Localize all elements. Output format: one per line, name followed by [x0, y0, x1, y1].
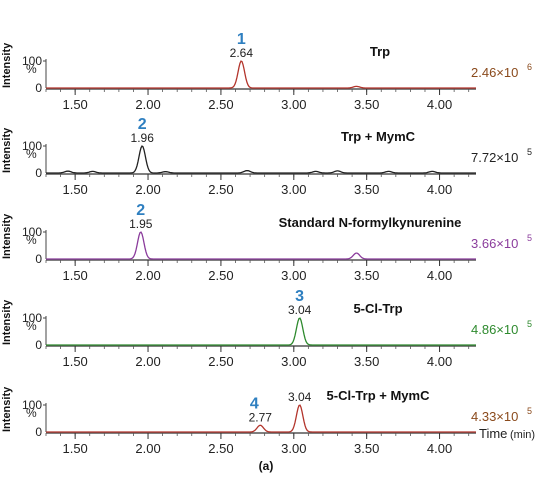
peak-time-label: 3.04 [288, 390, 312, 404]
y-axis-label: Intensity [1, 213, 13, 259]
y-tick-label: 0 [35, 81, 42, 95]
chromatogram-trace [46, 317, 476, 346]
x-tick-label: 2.50 [208, 354, 233, 369]
scale-exponent: 5 [527, 233, 532, 243]
x-tick-label: 2.00 [135, 354, 160, 369]
peak-number: 1 [237, 31, 246, 48]
x-tick-label: 2.50 [208, 182, 233, 197]
peak-number: 2 [138, 116, 147, 133]
y-unit-label: % [26, 319, 37, 333]
x-tick-label: 4.00 [427, 441, 452, 456]
chromatogram-trace [46, 404, 476, 433]
scale-exponent: 5 [527, 319, 532, 329]
figure-label: (a) [259, 459, 274, 473]
x-tick-label: 1.50 [62, 354, 87, 369]
peak-time-label: 2.77 [249, 410, 273, 424]
x-tick-label: 3.50 [354, 354, 379, 369]
x-tick-label: 2.50 [208, 268, 233, 283]
x-tick-label: 3.00 [281, 97, 306, 112]
x-tick-label: 3.50 [354, 182, 379, 197]
x-tick-label: 2.50 [208, 97, 233, 112]
peak-number: 2 [136, 202, 145, 219]
peak-time-label: 1.95 [129, 217, 153, 231]
x-tick-label: 1.50 [62, 268, 87, 283]
y-tick-label: 100 [22, 139, 42, 153]
y-axis-label: Intensity [1, 299, 13, 345]
peak-number: 3 [295, 288, 304, 305]
y-tick-label: 0 [35, 425, 42, 439]
x-tick-label: 4.00 [427, 182, 452, 197]
x-tick-label: 2.50 [208, 441, 233, 456]
y-tick-label: 100 [22, 54, 42, 68]
x-tick-label: 2.00 [135, 441, 160, 456]
x-tick-label: 2.00 [135, 182, 160, 197]
y-axis-label: Intensity [1, 386, 13, 432]
x-tick-label: 3.00 [281, 268, 306, 283]
y-unit-label: % [26, 406, 37, 420]
x-tick-label: 3.50 [354, 97, 379, 112]
x-tick-label: 3.00 [281, 354, 306, 369]
y-tick-label: 0 [35, 338, 42, 352]
scale-exponent: 5 [527, 406, 532, 416]
sample-name: 5-Cl-Trp [353, 301, 402, 316]
y-unit-label: % [26, 62, 37, 76]
y-unit-label: % [26, 233, 37, 247]
y-tick-label: 0 [35, 166, 42, 180]
x-tick-label: 2.00 [135, 97, 160, 112]
peak-time-label: 1.96 [131, 131, 155, 145]
y-tick-label: 0 [35, 252, 42, 266]
x-tick-label: 2.00 [135, 268, 160, 283]
y-tick-label: 100 [22, 398, 42, 412]
sample-name: Trp [370, 44, 390, 59]
scale-exponent: 6 [527, 62, 532, 72]
x-axis-label: Time [479, 426, 507, 441]
y-tick-label: 100 [22, 311, 42, 325]
scale-factor-label: 7.72×10 [471, 150, 518, 165]
x-tick-label: 3.50 [354, 268, 379, 283]
sample-name: Standard N-formylkynurenine [279, 215, 462, 230]
sample-name: Trp + MymC [341, 129, 416, 144]
y-tick-label: 100 [22, 225, 42, 239]
x-tick-label: 4.00 [427, 97, 452, 112]
x-tick-label: 3.50 [354, 441, 379, 456]
peak-number: 4 [250, 395, 259, 412]
x-tick-label: 4.00 [427, 268, 452, 283]
scale-exponent: 5 [527, 147, 532, 157]
chromatogram-trace [46, 60, 476, 89]
y-axis-label: Intensity [1, 127, 13, 173]
peak-time-label: 2.64 [230, 46, 254, 60]
x-tick-label: 3.00 [281, 441, 306, 456]
x-tick-label: 4.00 [427, 354, 452, 369]
scale-factor-label: 4.33×10 [471, 409, 518, 424]
peak-time-label: 3.04 [288, 303, 312, 317]
y-unit-label: % [26, 147, 37, 161]
x-axis-unit: (min) [510, 429, 535, 441]
x-tick-label: 1.50 [62, 182, 87, 197]
scale-factor-label: 4.86×10 [471, 322, 518, 337]
x-tick-label: 3.00 [281, 182, 306, 197]
y-axis-label: Intensity [1, 42, 13, 88]
x-tick-label: 1.50 [62, 441, 87, 456]
chromatogram-trace [46, 231, 476, 260]
sample-name: 5-Cl-Trp + MymC [327, 388, 431, 403]
x-tick-label: 1.50 [62, 97, 87, 112]
scale-factor-label: 2.46×10 [471, 65, 518, 80]
scale-factor-label: 3.66×10 [471, 236, 518, 251]
chromatogram-trace [46, 145, 476, 174]
